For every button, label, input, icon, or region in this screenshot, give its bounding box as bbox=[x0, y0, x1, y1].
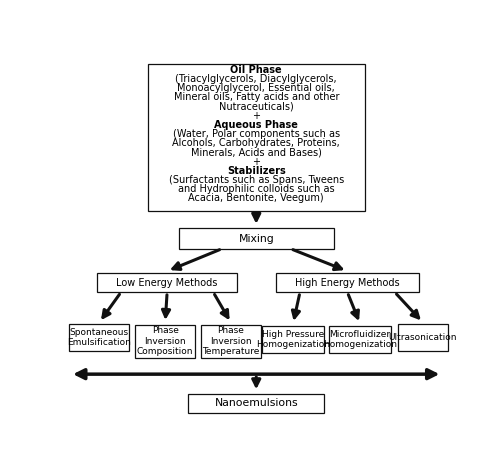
Text: Acacia, Bentonite, Veegum): Acacia, Bentonite, Veegum) bbox=[188, 193, 324, 203]
FancyBboxPatch shape bbox=[329, 326, 391, 353]
Text: Ultrasonication: Ultrasonication bbox=[388, 333, 457, 342]
Text: Alcohols, Carbohydrates, Proteins,: Alcohols, Carbohydrates, Proteins, bbox=[172, 138, 340, 148]
FancyBboxPatch shape bbox=[135, 325, 195, 357]
FancyBboxPatch shape bbox=[201, 325, 261, 357]
Text: Stabilizers: Stabilizers bbox=[227, 166, 286, 176]
Text: Nutraceuticals): Nutraceuticals) bbox=[219, 101, 294, 111]
Text: +: + bbox=[252, 157, 260, 167]
FancyBboxPatch shape bbox=[398, 324, 448, 351]
Text: (Triacylglycerols, Diacylglycerols,: (Triacylglycerols, Diacylglycerols, bbox=[176, 74, 337, 84]
Text: Spontaneous
Emulsification: Spontaneous Emulsification bbox=[68, 328, 131, 347]
FancyBboxPatch shape bbox=[262, 326, 324, 353]
Text: Oil Phase: Oil Phase bbox=[230, 65, 282, 75]
FancyBboxPatch shape bbox=[148, 64, 365, 211]
Text: (Water, Polar components such as: (Water, Polar components such as bbox=[172, 129, 340, 139]
Text: Nanoemulsions: Nanoemulsions bbox=[214, 398, 298, 408]
Text: High Energy Methods: High Energy Methods bbox=[295, 278, 400, 288]
FancyBboxPatch shape bbox=[179, 228, 334, 248]
Text: Mixing: Mixing bbox=[238, 234, 274, 244]
Text: Minerals, Acids and Bases): Minerals, Acids and Bases) bbox=[191, 148, 322, 158]
FancyBboxPatch shape bbox=[188, 394, 324, 413]
Text: +: + bbox=[252, 111, 260, 121]
Text: Monoacylglycerol, Essential oils,: Monoacylglycerol, Essential oils, bbox=[178, 83, 335, 93]
FancyBboxPatch shape bbox=[276, 273, 419, 292]
Text: High Pressure
Homogenization: High Pressure Homogenization bbox=[256, 330, 330, 349]
FancyBboxPatch shape bbox=[70, 324, 130, 351]
Text: Phase
Inversion
Composition: Phase Inversion Composition bbox=[137, 326, 194, 356]
Text: Microfluidizer
Homogenization: Microfluidizer Homogenization bbox=[323, 330, 397, 349]
Text: Low Energy Methods: Low Energy Methods bbox=[116, 278, 218, 288]
Text: Aqueous Phase: Aqueous Phase bbox=[214, 120, 298, 130]
Text: Phase
Inversion
Temperature: Phase Inversion Temperature bbox=[202, 326, 260, 356]
Text: Mineral oils, Fatty acids and other: Mineral oils, Fatty acids and other bbox=[174, 92, 339, 102]
FancyBboxPatch shape bbox=[98, 273, 237, 292]
Text: (Surfactants such as Spans, Tweens: (Surfactants such as Spans, Tweens bbox=[168, 175, 344, 185]
Text: and Hydrophilic colloids such as: and Hydrophilic colloids such as bbox=[178, 184, 334, 194]
